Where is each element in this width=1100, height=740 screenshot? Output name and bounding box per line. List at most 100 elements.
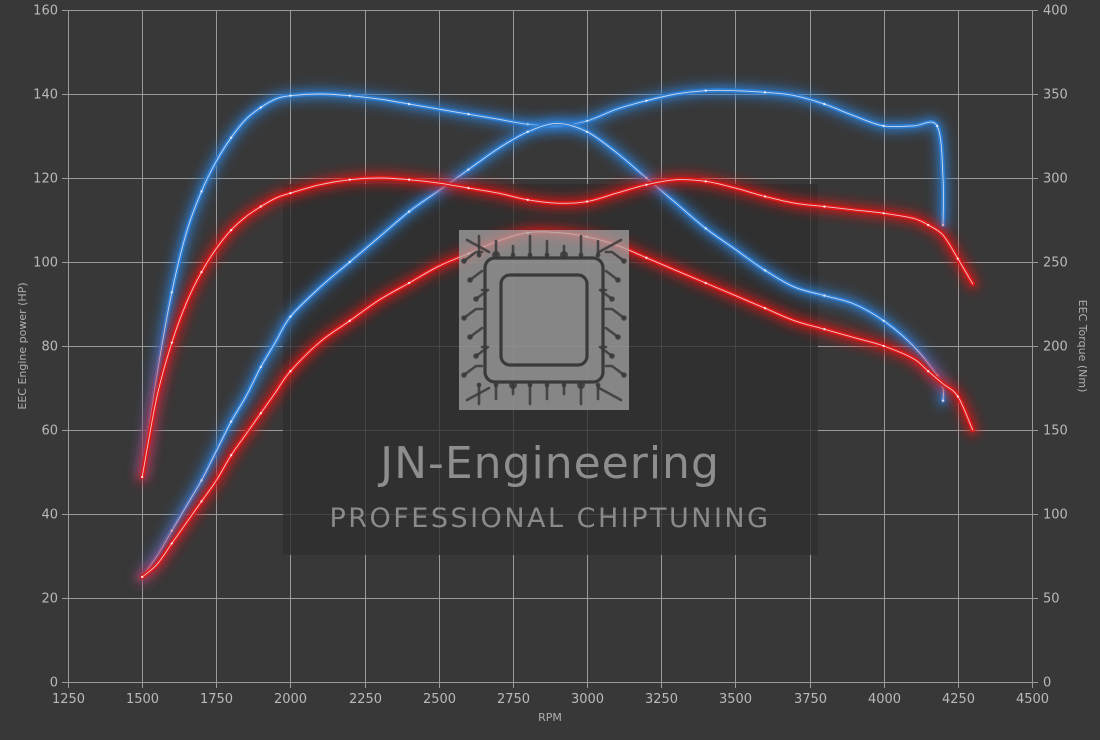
series-core-line — [141, 177, 974, 478]
microchip-trace — [462, 307, 484, 320]
series-point — [348, 178, 351, 181]
series-core-line — [141, 89, 944, 475]
microchip-pad — [561, 382, 567, 388]
microchip-trace — [474, 288, 490, 301]
watermark-title: JN-Engineering — [377, 438, 720, 489]
microchip-trace — [465, 386, 491, 402]
x-tick-label: 2500 — [423, 692, 456, 707]
series-point — [645, 99, 648, 102]
series-point — [229, 228, 233, 232]
y2-tick-label: 400 — [1043, 4, 1068, 19]
series-point — [585, 130, 589, 133]
tick-layer — [62, 10, 1038, 688]
series-point — [704, 89, 707, 92]
x-tick-label: 4250 — [942, 692, 975, 707]
series-point — [289, 94, 292, 97]
series-point — [170, 341, 173, 344]
series-point — [200, 479, 203, 482]
series-point — [348, 94, 351, 97]
y2-tick-label: 150 — [1043, 424, 1068, 439]
series-point — [200, 190, 203, 193]
axis-title-layer: RPM EEC Engine power (HP) EEC Torque (Nm… — [16, 282, 1089, 724]
series-point — [763, 269, 767, 272]
series-point — [259, 412, 262, 415]
series-point — [956, 395, 959, 398]
series-0 — [135, 83, 950, 481]
series-point — [956, 257, 959, 260]
tick-label-layer: 1250 1500 1750 2000 2250 2500 2750 3000 3250 3500… — [33, 4, 1068, 708]
curve-layer — [135, 83, 980, 584]
y-tick-label: 60 — [41, 424, 58, 439]
microchip-pad — [510, 252, 516, 258]
series-point — [407, 102, 411, 106]
series-point — [935, 124, 939, 128]
x-tick-label: 3250 — [645, 692, 678, 707]
microchip-pad — [509, 381, 517, 389]
x-axis-title: RPM — [538, 711, 562, 724]
series-point — [467, 186, 470, 190]
microchip-pad — [476, 252, 482, 258]
y-tick-label: 100 — [33, 256, 58, 271]
series-point — [882, 319, 885, 322]
series-core-line — [141, 122, 944, 578]
series-point — [763, 195, 767, 198]
series-point — [259, 365, 262, 369]
series-1 — [135, 116, 950, 584]
x-tick-label: 1500 — [126, 692, 159, 707]
microchip-pad — [473, 353, 479, 359]
series-point — [823, 328, 826, 331]
microchip-pad — [578, 252, 584, 258]
series-point — [200, 270, 203, 274]
series-point — [882, 124, 885, 128]
series-point — [348, 260, 351, 264]
microchip-pad — [560, 251, 568, 259]
series-point — [763, 307, 767, 310]
y2-tick-label: 50 — [1043, 592, 1060, 607]
series-point — [704, 281, 707, 285]
microchip-pad — [493, 382, 499, 388]
x-tick-label: 3750 — [794, 692, 827, 707]
series-point — [259, 205, 262, 208]
series-point — [407, 281, 411, 285]
microchip-pad — [467, 277, 473, 283]
microchip-pad — [461, 372, 467, 378]
series-point — [229, 454, 233, 457]
microchip-pad — [476, 382, 482, 388]
series-point — [229, 420, 233, 423]
series-point — [170, 291, 173, 294]
microchip-pad — [621, 315, 627, 321]
microchip-trace — [604, 307, 626, 320]
series-point — [927, 370, 930, 373]
watermark-text-layer: JN-Engineering PROFESSIONAL CHIPTUNING — [329, 438, 768, 534]
x-tick-label: 3500 — [719, 692, 752, 707]
series-point — [259, 106, 262, 109]
x-tick-label: 2250 — [349, 692, 382, 707]
series-2 — [135, 171, 980, 484]
microchip-trace — [598, 288, 614, 301]
y2-tick-label: 100 — [1043, 508, 1068, 523]
microchip-pad — [473, 296, 479, 302]
microchip-trace — [598, 345, 614, 358]
x-tick-label: 2750 — [497, 692, 530, 707]
series-point — [170, 542, 173, 545]
microchip-pad — [492, 251, 500, 259]
series-point — [141, 575, 144, 579]
series-point — [645, 183, 648, 186]
series-point — [941, 223, 945, 227]
microchip-pad — [621, 258, 627, 264]
y-tick-label: 140 — [33, 88, 58, 103]
microchip-pad — [621, 372, 627, 378]
series-point — [200, 500, 203, 503]
series-point — [941, 399, 945, 402]
series-point — [704, 180, 707, 183]
series-point — [289, 315, 292, 318]
y2-axis-title: EEC Torque (Nm) — [1076, 300, 1089, 393]
microchip-pad — [467, 334, 473, 340]
series-point — [645, 256, 648, 259]
microchip-trace — [604, 364, 626, 377]
microchip-trace — [474, 345, 490, 358]
series-point — [229, 136, 233, 139]
series-point — [289, 191, 292, 195]
